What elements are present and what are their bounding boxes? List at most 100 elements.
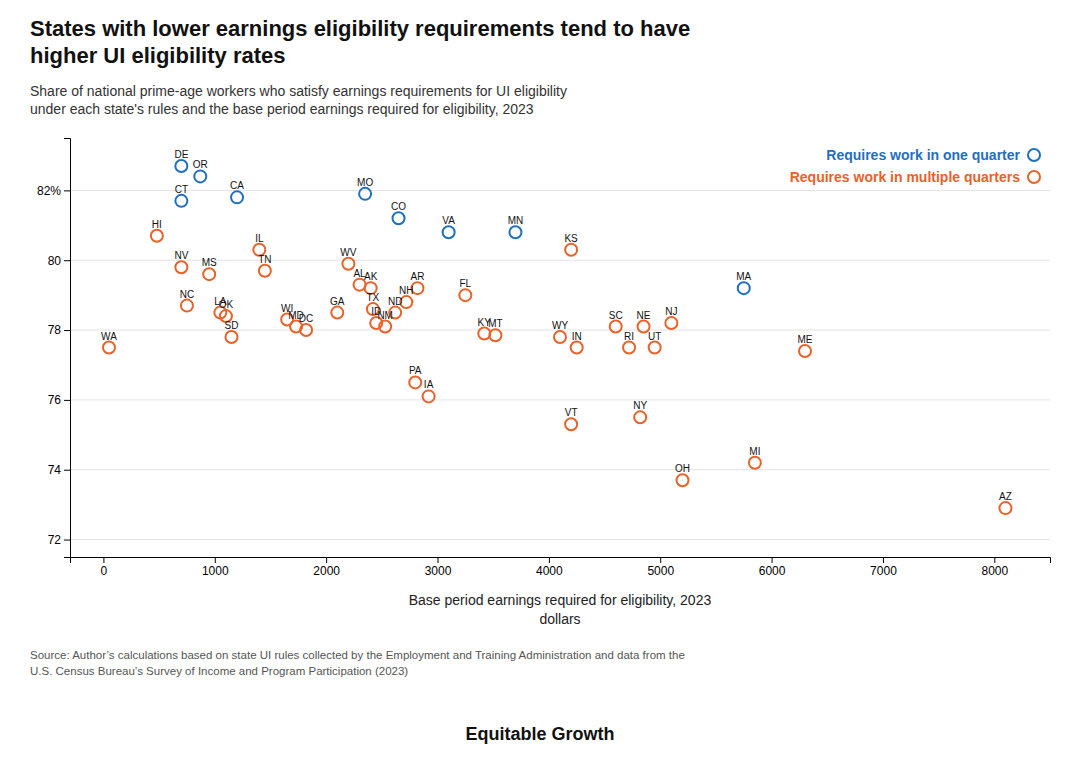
points (103, 160, 1011, 514)
x-tick: 3000 (425, 557, 452, 578)
point-label: AR (411, 271, 425, 282)
point-label: DE (174, 149, 188, 160)
point (623, 342, 635, 354)
y-tick: 74 (48, 463, 70, 477)
y-tick-label: 80 (48, 254, 62, 268)
point-label: KS (564, 233, 578, 244)
x-tick: 8000 (981, 557, 1008, 578)
point (231, 191, 243, 203)
x-tick-label: 2000 (313, 564, 340, 578)
y-tick-mark (64, 190, 70, 191)
x-tick-label: 3000 (425, 564, 452, 578)
plot-area: 0100020003000400050006000700080007274767… (37, 139, 1051, 578)
x-tick-mark (438, 557, 439, 563)
point (478, 328, 490, 340)
point (738, 282, 750, 294)
y-grid-line (70, 399, 1050, 400)
x-tick-mark (660, 557, 661, 563)
y-tick-mark (64, 330, 70, 331)
x-tick: 0 (101, 557, 108, 578)
x-tick-mark (994, 557, 995, 563)
annotation: Equitable Growth (465, 724, 614, 744)
point-label: DC (299, 313, 313, 324)
y-tick-label: 72 (48, 533, 62, 547)
y-tick: 76 (48, 393, 70, 407)
point-label: WY (552, 320, 568, 331)
point (634, 411, 646, 423)
x-tick: 5000 (647, 557, 674, 578)
y-tick: 82% (37, 184, 70, 198)
point-label: CA (230, 180, 244, 191)
point-label: IL (255, 233, 264, 244)
point (331, 307, 343, 319)
x-tick-mark (326, 557, 327, 563)
x-tick: 2000 (313, 557, 340, 578)
point-label: NJ (665, 306, 677, 317)
point (194, 170, 206, 182)
point-label: OH (675, 463, 690, 474)
point-label: MA (736, 271, 751, 282)
point-label: CT (175, 184, 188, 195)
x-tick-mark (883, 557, 884, 563)
x-tick-mark (215, 557, 216, 563)
point-label: MN (508, 215, 524, 226)
point (103, 342, 115, 354)
y-tick: 78 (48, 323, 70, 337)
point-label: NC (180, 289, 194, 300)
x-tick: 1000 (202, 557, 229, 578)
point-label: TX (367, 292, 380, 303)
point-label: ME (798, 334, 813, 345)
x-tick: 6000 (759, 557, 786, 578)
title: States with lower earnings eligibility r… (30, 16, 690, 68)
point (181, 300, 193, 312)
point-label: ND (388, 296, 402, 307)
y-tick-label: 76 (48, 393, 62, 407)
legend: Requires work in one quarter Requires wor… (790, 147, 1040, 185)
point (151, 230, 163, 242)
point-label: FL (460, 278, 472, 289)
point (509, 226, 521, 238)
legend-label: Requires work in multiple quarters (790, 169, 1020, 185)
point-label: NH (399, 285, 413, 296)
point (665, 317, 677, 329)
x-tick: 4000 (536, 557, 563, 578)
x-tick-label: 8000 (981, 564, 1008, 578)
point-label: WA (101, 331, 117, 342)
point-label: MS (202, 257, 217, 268)
y-tick-mark (64, 470, 70, 471)
y-tick-mark (64, 260, 70, 261)
y-tick-label: 82% (37, 184, 61, 198)
x-tick-label: 7000 (870, 564, 897, 578)
point (459, 289, 471, 301)
point-label: IA (424, 379, 434, 390)
point-label: IN (572, 331, 582, 342)
x-axis: 0 1000 2000 3000 4000 5000 6000 7000 8000 (71, 557, 1051, 578)
legend-marker (1028, 149, 1040, 161)
point (225, 331, 237, 343)
point-label: SD (225, 320, 239, 331)
point-label: VT (565, 407, 578, 418)
y-grid-line (70, 260, 1050, 261)
point (554, 331, 566, 343)
y-tick: 80 (48, 254, 70, 268)
point (489, 329, 501, 341)
point (565, 244, 577, 256)
legend-label: Requires work in one quarter (826, 147, 1020, 163)
point (409, 376, 421, 388)
y-axis: 72 74 76 78 80 82% (37, 139, 71, 558)
point-label: MO (357, 177, 373, 188)
legend-item: Requires work in multiple quarters (790, 169, 1040, 185)
chart: States with lower earnings eligibility r… (0, 0, 1080, 762)
point (999, 502, 1011, 514)
point-label: PA (409, 365, 422, 376)
point-label: GA (330, 296, 345, 307)
y-grid-line (70, 190, 1050, 191)
point-label: NM (377, 310, 393, 321)
point-label: AZ (999, 491, 1012, 502)
x-tick-label: 0 (101, 564, 108, 578)
x-tick-mark (103, 557, 104, 563)
point-label: RI (624, 331, 634, 342)
x-tick-label: 4000 (536, 564, 563, 578)
y-tick-mark (64, 540, 70, 541)
x-axis-line (71, 558, 1051, 564)
